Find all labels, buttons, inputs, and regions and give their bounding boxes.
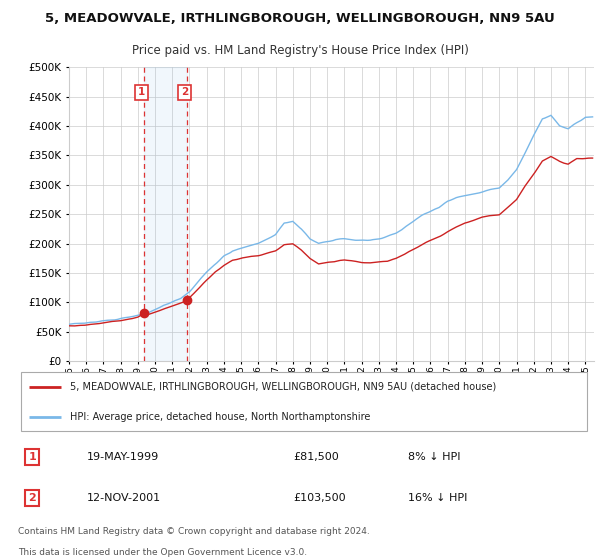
- Text: 5, MEADOWVALE, IRTHLINGBOROUGH, WELLINGBOROUGH, NN9 5AU: 5, MEADOWVALE, IRTHLINGBOROUGH, WELLINGB…: [45, 12, 555, 25]
- Text: 8% ↓ HPI: 8% ↓ HPI: [407, 452, 460, 462]
- Text: 2: 2: [28, 493, 36, 503]
- Text: £81,500: £81,500: [293, 452, 339, 462]
- Text: 19-MAY-1999: 19-MAY-1999: [87, 452, 159, 462]
- Text: £103,500: £103,500: [293, 493, 346, 503]
- Text: 5, MEADOWVALE, IRTHLINGBOROUGH, WELLINGBOROUGH, NN9 5AU (detached house): 5, MEADOWVALE, IRTHLINGBOROUGH, WELLINGB…: [70, 382, 496, 392]
- Bar: [144, 67, 187, 361]
- Text: 1: 1: [138, 87, 145, 97]
- FancyBboxPatch shape: [21, 372, 587, 431]
- Text: Contains HM Land Registry data © Crown copyright and database right 2024.: Contains HM Land Registry data © Crown c…: [18, 527, 370, 536]
- Text: 1: 1: [28, 452, 36, 462]
- Text: This data is licensed under the Open Government Licence v3.0.: This data is licensed under the Open Gov…: [18, 548, 307, 557]
- Text: 16% ↓ HPI: 16% ↓ HPI: [407, 493, 467, 503]
- Text: Price paid vs. HM Land Registry's House Price Index (HPI): Price paid vs. HM Land Registry's House …: [131, 44, 469, 57]
- Text: 12-NOV-2001: 12-NOV-2001: [87, 493, 161, 503]
- Text: 2: 2: [181, 87, 188, 97]
- Text: HPI: Average price, detached house, North Northamptonshire: HPI: Average price, detached house, Nort…: [70, 412, 370, 422]
